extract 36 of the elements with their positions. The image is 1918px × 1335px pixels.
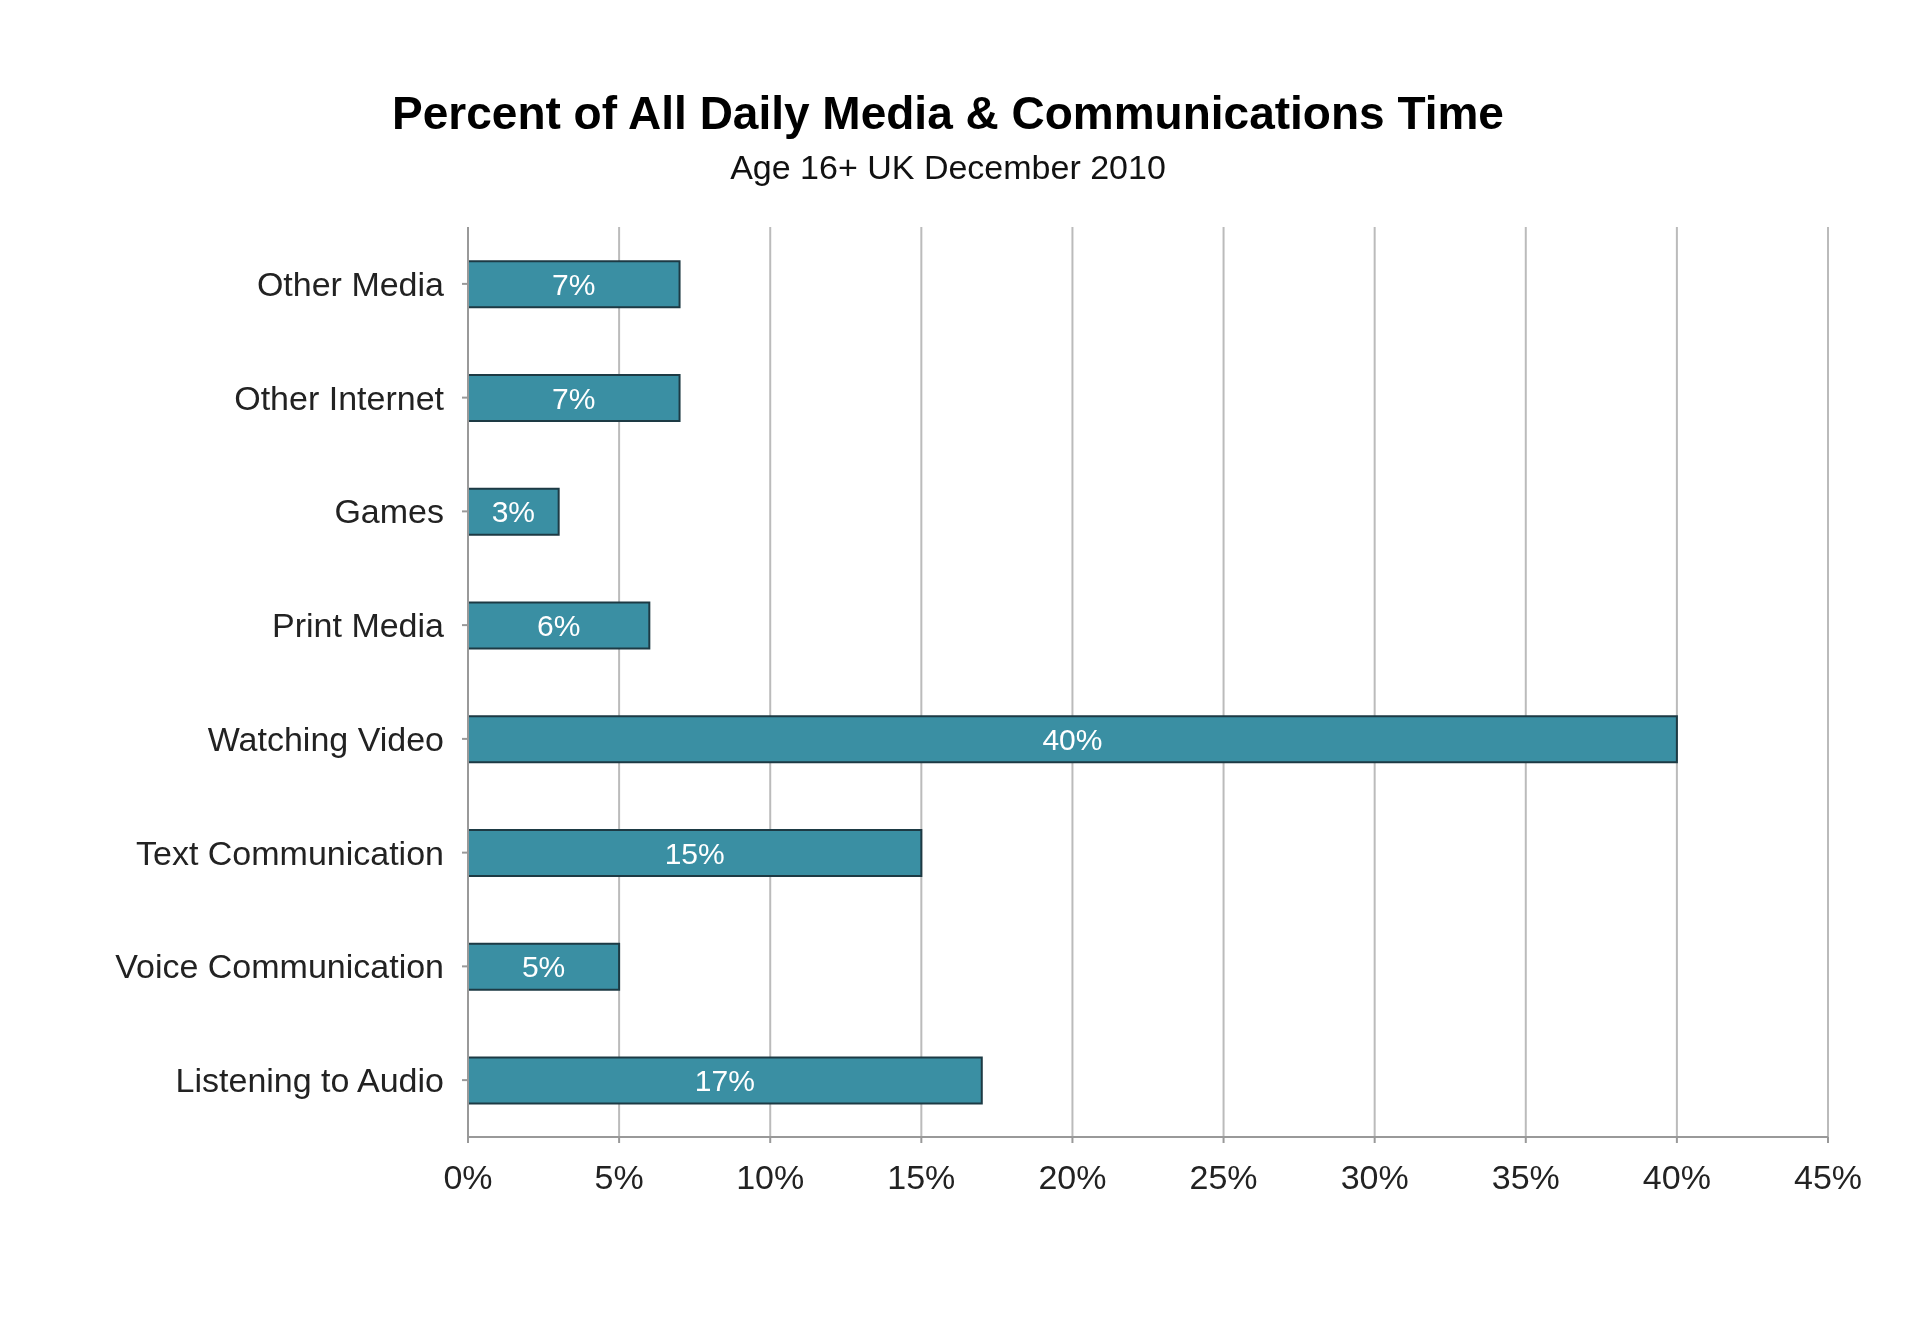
x-tick-label: 25%	[1189, 1158, 1258, 1197]
x-tick-label: 45%	[1793, 1158, 1863, 1197]
y-tick-label: Print Media	[272, 606, 445, 645]
data-label: 40%	[1042, 722, 1103, 756]
bar	[468, 828, 923, 877]
x-tick-label: 5%	[594, 1158, 644, 1197]
bar	[468, 601, 651, 650]
x-tick-label: 0%	[443, 1158, 493, 1197]
y-tick-label: Watching Video	[207, 719, 444, 758]
y-tick-label: Voice Communication	[115, 947, 444, 986]
bar	[468, 260, 681, 309]
y-tick-label: Other Media	[256, 264, 445, 303]
bar	[468, 1056, 983, 1105]
data-label: 5%	[521, 950, 566, 984]
x-tick-label: 30%	[1340, 1158, 1409, 1197]
data-label: 6%	[536, 609, 581, 643]
data-label: 3%	[491, 495, 536, 529]
data-label: 7%	[552, 267, 596, 301]
x-tick-label: 40%	[1642, 1158, 1711, 1197]
chart-title: Percent of All Daily Media & Communications Time	[391, 86, 1505, 140]
y-tick-label: Text Communication	[135, 833, 444, 872]
bar	[468, 373, 681, 422]
data-label: 17%	[694, 1064, 755, 1098]
data-label: 7%	[552, 381, 596, 415]
bar	[468, 715, 1678, 764]
bar	[468, 942, 621, 991]
x-tick-label: 10%	[736, 1158, 805, 1197]
y-tick-label: Other Internet	[234, 378, 445, 417]
y-tick-label: Games	[334, 492, 444, 531]
x-tick-label: 15%	[887, 1158, 956, 1197]
y-tick-label: Listening to Audio	[175, 1061, 444, 1100]
data-label: 15%	[664, 836, 725, 870]
x-tick-label: 35%	[1491, 1158, 1560, 1197]
x-tick-label: 20%	[1038, 1158, 1107, 1197]
bar	[468, 487, 560, 536]
chart-subtitle: Age 16+ UK December 2010	[729, 148, 1167, 187]
